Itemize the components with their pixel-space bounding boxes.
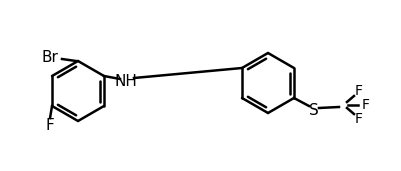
Text: F: F (46, 119, 55, 134)
Text: NH: NH (115, 74, 138, 89)
Text: Br: Br (42, 50, 59, 65)
Text: F: F (355, 84, 363, 98)
Text: F: F (362, 98, 370, 112)
Text: F: F (355, 112, 363, 126)
Text: S: S (309, 102, 319, 117)
